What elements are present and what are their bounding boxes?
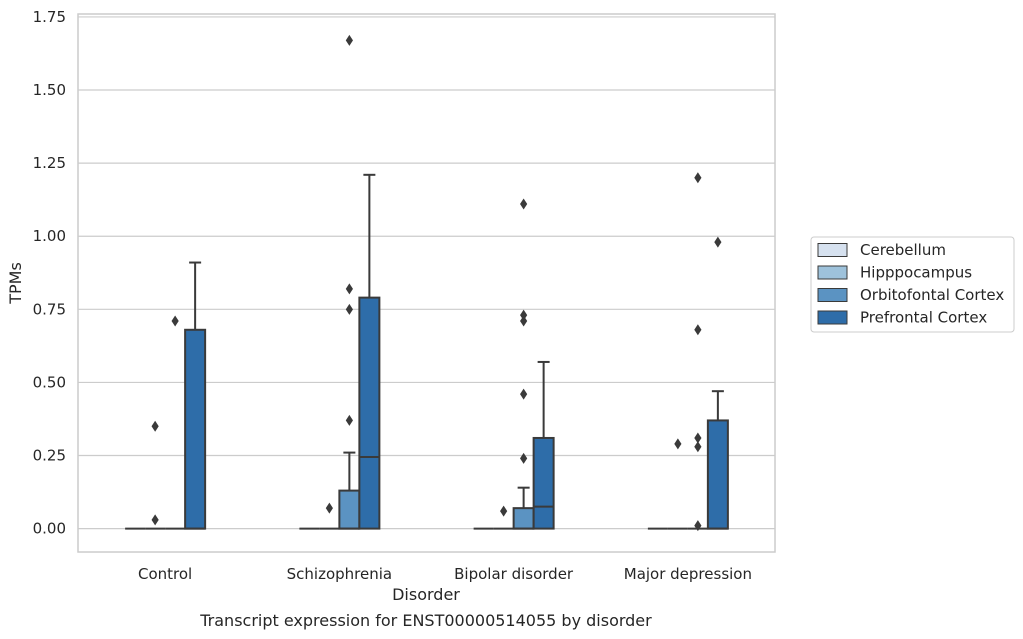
- outlier-point: [345, 303, 353, 315]
- legend-label: Hipppocampus: [860, 264, 972, 282]
- outlier-point: [345, 34, 353, 46]
- legend-swatch: [817, 265, 848, 280]
- legend-label: Cerebellum: [860, 241, 946, 259]
- box-group: [338, 34, 361, 530]
- outlier-point: [520, 452, 528, 464]
- legend-swatch: [817, 288, 848, 302]
- outlier-point: [151, 420, 159, 432]
- outlier-point: [694, 441, 702, 453]
- x-axis-label: Disorder: [392, 585, 460, 604]
- box: [512, 507, 535, 530]
- outlier-point: [520, 315, 528, 327]
- box-group: [532, 360, 555, 530]
- x-tick-label: Control: [138, 565, 192, 583]
- box-group: [667, 438, 688, 530]
- grid-lines: [78, 16, 775, 530]
- box-group: [184, 261, 207, 530]
- outlier-point: [325, 502, 333, 514]
- outlier-point: [151, 514, 159, 526]
- outlier-point: [694, 520, 702, 532]
- y-axis-label: TPMs: [6, 262, 25, 305]
- box-group: [358, 173, 381, 530]
- box-group: [493, 505, 514, 530]
- box: [338, 489, 361, 530]
- y-tick-label: 0.00: [33, 520, 66, 538]
- box-group: [512, 198, 535, 530]
- chart-caption: Transcript expression for ENST0000051405…: [199, 611, 652, 630]
- y-tick-label: 1.25: [33, 154, 66, 172]
- outlier-point: [345, 283, 353, 295]
- outlier-point: [500, 505, 508, 517]
- legend-label: Prefrontal Cortex: [860, 309, 987, 327]
- box-group: [165, 315, 186, 530]
- legend-label: Orbitofontal Cortex: [860, 286, 1004, 304]
- outlier-point: [694, 432, 702, 444]
- box: [532, 436, 555, 530]
- y-tick-label: 1.75: [33, 8, 66, 26]
- outlier-point: [674, 438, 682, 450]
- legend: Cerebellum Hipppocampus Orbitofontal Corte…: [810, 236, 1015, 333]
- x-tick-label: Schizophrenia: [287, 565, 392, 583]
- x-tick-label: Bipolar disorder: [454, 565, 574, 583]
- legend-frame: [810, 236, 1015, 333]
- y-axis: 0.00 0.25 0.50 0.75 1.00 1.25 1.50 1.75: [33, 8, 66, 538]
- box: [184, 328, 207, 530]
- legend-swatch: [817, 243, 848, 257]
- x-axis: Control Schizophrenia Bipolar disorder Majo…: [138, 565, 752, 583]
- box: [358, 296, 381, 530]
- legend-swatch: [817, 310, 848, 325]
- plot-frame: [77, 13, 776, 553]
- y-tick-label: 0.50: [33, 373, 66, 391]
- box-group: [319, 502, 340, 530]
- y-tick-label: 1.50: [33, 81, 66, 99]
- x-tick-label: Major depression: [624, 565, 752, 583]
- outlier-point: [520, 309, 528, 321]
- box-group: [145, 420, 166, 530]
- box-group: [706, 236, 729, 530]
- box-plot-series: [125, 34, 729, 532]
- outlier-point: [714, 236, 722, 248]
- outlier-point: [520, 198, 528, 210]
- box-group: [687, 172, 708, 532]
- box: [706, 419, 729, 530]
- outlier-point: [694, 172, 702, 184]
- y-tick-label: 0.25: [33, 447, 66, 465]
- outlier-point: [171, 315, 179, 327]
- y-tick-label: 0.75: [33, 300, 66, 318]
- y-tick-label: 1.00: [33, 227, 66, 245]
- outlier-point: [520, 388, 528, 400]
- outlier-point: [694, 324, 702, 336]
- outlier-point: [345, 414, 353, 426]
